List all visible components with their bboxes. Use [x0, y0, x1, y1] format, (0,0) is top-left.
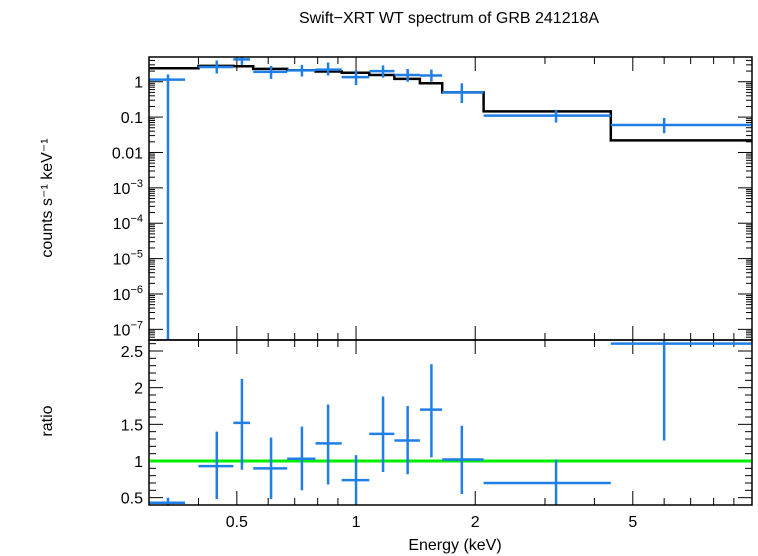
spectrum-data-point	[610, 117, 752, 134]
spectrum-data-points	[149, 57, 752, 340]
lower-y-tick-labels: 0.5 1 1.5 2 2.5	[121, 344, 143, 508]
y-tick-label: 2	[134, 381, 143, 398]
ratio-data-point	[419, 364, 443, 458]
y-tick-label: 1	[134, 454, 143, 471]
x-axis-label: Energy (keV)	[408, 537, 501, 554]
ratio-data-point	[233, 378, 251, 470]
ratio-data-point	[253, 437, 288, 500]
chart-title: Swift−XRT WT spectrum of GRB 241218A	[299, 10, 599, 27]
x-tick-labels: 0.5 1 2 5	[226, 514, 638, 531]
y-tick-label: 1.5	[121, 417, 143, 434]
lower-panel: 0.5 1 1.5 2 2.5 0.5 1 2 5 ratio Energy (keV)	[39, 339, 753, 554]
spectrum-data-point	[233, 57, 251, 65]
y-tick-label: 0.01	[112, 145, 143, 162]
lower-plot-frame	[148, 339, 753, 506]
ratio-data-point	[369, 396, 395, 472]
x-tick-label: 2	[471, 514, 480, 531]
model-step-line	[149, 64, 752, 142]
upper-plot-frame	[148, 56, 753, 341]
ratio-data-point	[394, 406, 420, 475]
upper-ticks	[148, 56, 753, 341]
y-tick-label: 0.1	[121, 110, 143, 127]
x-tick-label: 0.5	[226, 514, 248, 531]
spectrum-data-point	[419, 69, 443, 82]
lower-y-axis-label: ratio	[39, 405, 56, 436]
spectrum-data-point	[198, 60, 234, 74]
ratio-data-point	[341, 455, 370, 505]
ratio-data-point	[149, 497, 186, 505]
y-tick-label: 2.5	[121, 344, 143, 361]
model-curve	[149, 64, 752, 142]
y-tick-label: 10−3	[113, 178, 143, 198]
spectrum-data-point	[253, 65, 288, 79]
upper-y-axis-label: counts s⁻¹ keV⁻¹	[39, 138, 56, 257]
spectrum-data-point	[483, 109, 611, 123]
upper-y-tick-labels: 1 0.1 0.01 10−3 10−4 10−5 10−6 10−7	[112, 75, 143, 340]
spectrum-data-point	[315, 62, 342, 76]
x-tick-label: 1	[352, 514, 361, 531]
ratio-data-point	[442, 425, 484, 494]
y-tick-label: 10−4	[113, 213, 143, 233]
spectrum-data-point	[394, 68, 420, 82]
ratio-data-point	[287, 426, 316, 491]
spectrum-data-point	[287, 64, 316, 77]
spectrum-data-point	[149, 74, 186, 340]
y-tick-label: 10−5	[113, 249, 143, 269]
ratio-data-point	[315, 404, 342, 485]
spectrum-data-point	[369, 65, 395, 78]
spectrum-data-point	[442, 83, 484, 104]
ratio-data-point	[483, 459, 611, 505]
upper-panel: 1 0.1 0.01 10−3 10−4 10−5 10−6 10−7 counts s⁻¹ …	[39, 56, 753, 341]
ratio-data-point	[198, 431, 234, 500]
x-tick-label: 5	[628, 514, 637, 531]
spectrum-data-point	[341, 70, 370, 86]
ratio-data-point	[610, 340, 752, 441]
y-tick-label: 10−7	[113, 319, 143, 339]
y-tick-label: 1	[134, 75, 143, 92]
y-tick-label: 10−6	[113, 284, 143, 304]
ratio-data-points	[149, 340, 752, 505]
y-tick-label: 0.5	[121, 491, 143, 508]
